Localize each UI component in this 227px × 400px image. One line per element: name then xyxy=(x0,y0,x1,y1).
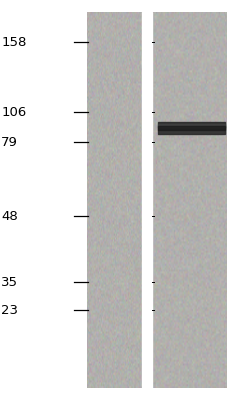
Bar xyxy=(158,124,224,127)
Text: 106: 106 xyxy=(1,106,26,118)
Text: 158: 158 xyxy=(1,36,26,48)
Bar xyxy=(158,126,224,130)
Bar xyxy=(142,12,151,388)
Text: 35: 35 xyxy=(1,276,18,288)
Text: 48: 48 xyxy=(1,210,18,222)
Text: 23: 23 xyxy=(1,304,18,316)
Text: 79: 79 xyxy=(1,136,18,148)
Bar xyxy=(158,122,224,134)
